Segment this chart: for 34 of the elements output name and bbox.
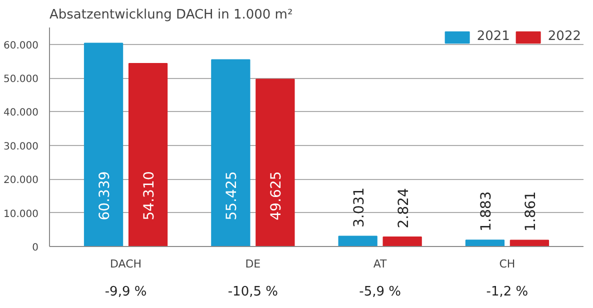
data-label: 60.339 — [97, 171, 114, 220]
x-tick-label: DACH — [110, 258, 142, 270]
bar — [338, 236, 378, 246]
y-tick-label: 0 — [32, 242, 39, 254]
y-tick-label: 60.000 — [4, 40, 39, 52]
legend-label: 2021 — [476, 29, 510, 44]
data-label: 1.883 — [478, 191, 494, 232]
chart-title: Absatzentwicklung DACH in 1.000 m² — [50, 8, 293, 22]
data-label: 3.031 — [351, 187, 368, 228]
data-label: 1.861 — [522, 191, 539, 232]
text: -5,9 % — [359, 284, 402, 300]
legend-label: 2022 — [548, 29, 581, 44]
y-tick-label: 10.000 — [4, 208, 39, 220]
bar — [128, 63, 168, 246]
data-label: 49.625 — [268, 171, 285, 220]
bar — [382, 236, 422, 246]
x-tick-label: AT — [373, 258, 388, 270]
text: -1,2 % — [486, 284, 528, 300]
y-tick-label: 50.000 — [4, 74, 39, 86]
bar — [256, 78, 295, 246]
data-label: 2.824 — [396, 188, 412, 228]
data-label: 54.310 — [142, 171, 158, 220]
x-tick-label: DE — [245, 258, 261, 270]
bar — [510, 240, 550, 246]
data-label: 55.425 — [224, 171, 240, 220]
y-tick-label: 40.000 — [4, 108, 39, 119]
bar — [465, 240, 505, 246]
y-tick-label: 30.000 — [4, 141, 39, 152]
bar — [211, 59, 250, 246]
bar — [84, 42, 124, 246]
text: -9,9 % — [104, 284, 147, 300]
x-tick-label: CH — [499, 258, 516, 270]
text: -10,5 % — [228, 284, 278, 300]
y-tick-label: 20.000 — [4, 175, 39, 186]
